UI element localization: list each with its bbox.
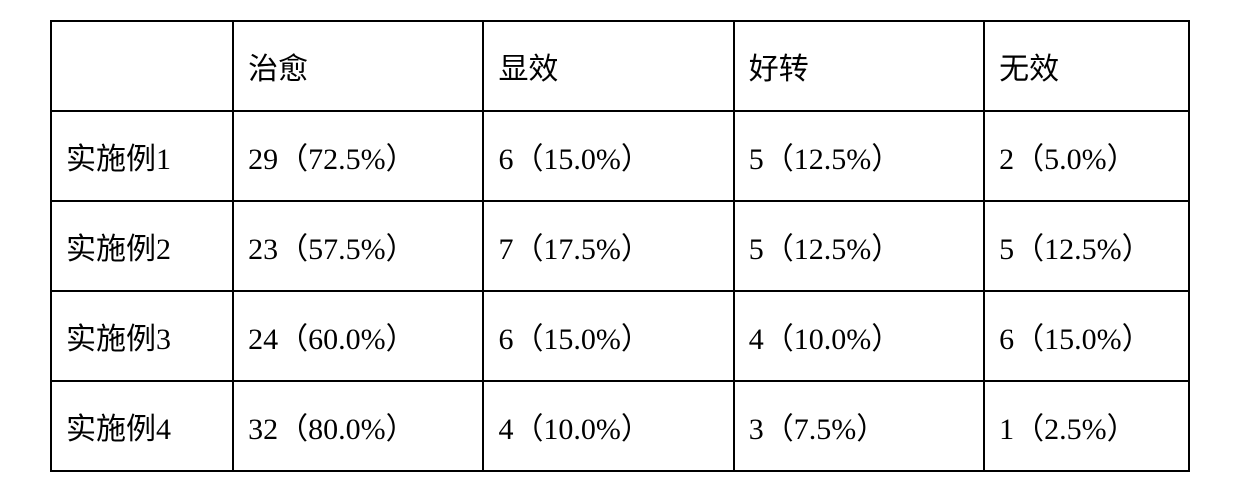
data-cell: 7（17.5%） [483, 201, 733, 291]
row-label: 实施例3 [51, 291, 233, 381]
table-row: 实施例1 29（72.5%） 6（15.0%） 5（12.5%） 2（5.0%） [51, 111, 1189, 201]
row-label: 实施例2 [51, 201, 233, 291]
header-cell: 好转 [734, 21, 984, 111]
data-cell: 24（60.0%） [233, 291, 483, 381]
table-row: 实施例4 32（80.0%） 4（10.0%） 3（7.5%） 1（2.5%） [51, 381, 1189, 471]
data-cell: 5（12.5%） [734, 201, 984, 291]
data-cell: 5（12.5%） [734, 111, 984, 201]
results-table: 治愈 显效 好转 无效 实施例1 29（72.5%） 6（15.0%） 5（12… [50, 20, 1190, 472]
data-cell: 5（12.5%） [984, 201, 1189, 291]
data-cell: 1（2.5%） [984, 381, 1189, 471]
data-cell: 23（57.5%） [233, 201, 483, 291]
header-cell: 治愈 [233, 21, 483, 111]
table-row: 实施例3 24（60.0%） 6（15.0%） 4（10.0%） 6（15.0%… [51, 291, 1189, 381]
row-label: 实施例1 [51, 111, 233, 201]
data-cell: 32（80.0%） [233, 381, 483, 471]
data-cell: 4（10.0%） [734, 291, 984, 381]
table-container: 治愈 显效 好转 无效 实施例1 29（72.5%） 6（15.0%） 5（12… [0, 0, 1240, 500]
data-cell: 2（5.0%） [984, 111, 1189, 201]
data-cell: 6（15.0%） [984, 291, 1189, 381]
row-label: 实施例4 [51, 381, 233, 471]
data-cell: 4（10.0%） [483, 381, 733, 471]
table-row: 实施例2 23（57.5%） 7（17.5%） 5（12.5%） 5（12.5%… [51, 201, 1189, 291]
header-cell [51, 21, 233, 111]
header-cell: 显效 [483, 21, 733, 111]
data-cell: 6（15.0%） [483, 111, 733, 201]
data-cell: 29（72.5%） [233, 111, 483, 201]
header-row: 治愈 显效 好转 无效 [51, 21, 1189, 111]
header-cell: 无效 [984, 21, 1189, 111]
data-cell: 3（7.5%） [734, 381, 984, 471]
data-cell: 6（15.0%） [483, 291, 733, 381]
